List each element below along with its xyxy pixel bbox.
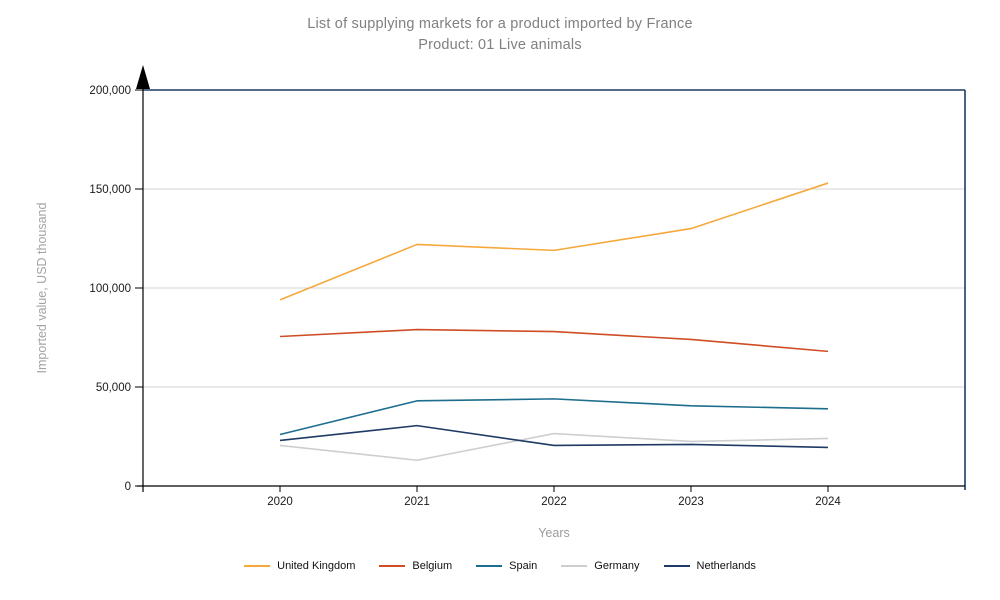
legend-item-belgium: Belgium [379, 560, 452, 572]
legend-swatch-belgium [379, 565, 406, 567]
chart-canvas: 0 50,000 100,000 150,000 200,000 2020 2021 2022… [89, 65, 966, 508]
chart-title: List of supplying markets for a product … [0, 14, 1000, 56]
legend-item-united-kingdom: United Kingdom [244, 560, 355, 572]
y-tick-label: 200,000 [89, 85, 131, 97]
x-tick-label: 2022 [541, 496, 567, 508]
legend-label-united-kingdom: United Kingdom [277, 560, 356, 572]
legend-label-spain: Spain [509, 560, 538, 572]
legend-item-spain: Spain [476, 560, 537, 572]
y-tick-label: 0 [125, 481, 131, 493]
legend-swatch-germany [561, 565, 588, 567]
legend-item-netherlands: Netherlands [663, 560, 756, 572]
x-tick-label: 2023 [678, 496, 704, 508]
legend-swatch-united-kingdom [244, 565, 271, 567]
chart-title-line2: Product: 01 Live animals [418, 37, 582, 53]
series-line-belgium [279, 328, 829, 353]
x-axis-title: Years [538, 526, 570, 540]
series-line-united-kingdom [279, 182, 829, 301]
y-tick-label: 150,000 [89, 184, 131, 196]
legend-item-germany: Germany [561, 560, 640, 572]
x-tick-label: 2020 [267, 496, 293, 508]
y-tick-label: 100,000 [89, 283, 131, 295]
x-tick-label: 2021 [404, 496, 430, 508]
series-line-spain [279, 398, 829, 436]
legend-swatch-netherlands [663, 565, 690, 567]
legend-label-germany: Germany [594, 560, 640, 572]
legend-label-belgium: Belgium [412, 560, 453, 572]
series-line-netherlands [279, 424, 829, 449]
legend-label-netherlands: Netherlands [696, 560, 756, 572]
legend-swatch-spain [476, 565, 503, 567]
series-line-germany [279, 432, 829, 462]
chart-title-line1: List of supplying markets for a product … [307, 16, 693, 32]
y-tick-label: 50,000 [96, 382, 131, 394]
legend: United Kingdom Belgium Spain Germany Netherl… [0, 560, 1000, 572]
x-tick-label: 2024 [815, 496, 841, 508]
y-axis-arrow-icon [136, 65, 150, 89]
